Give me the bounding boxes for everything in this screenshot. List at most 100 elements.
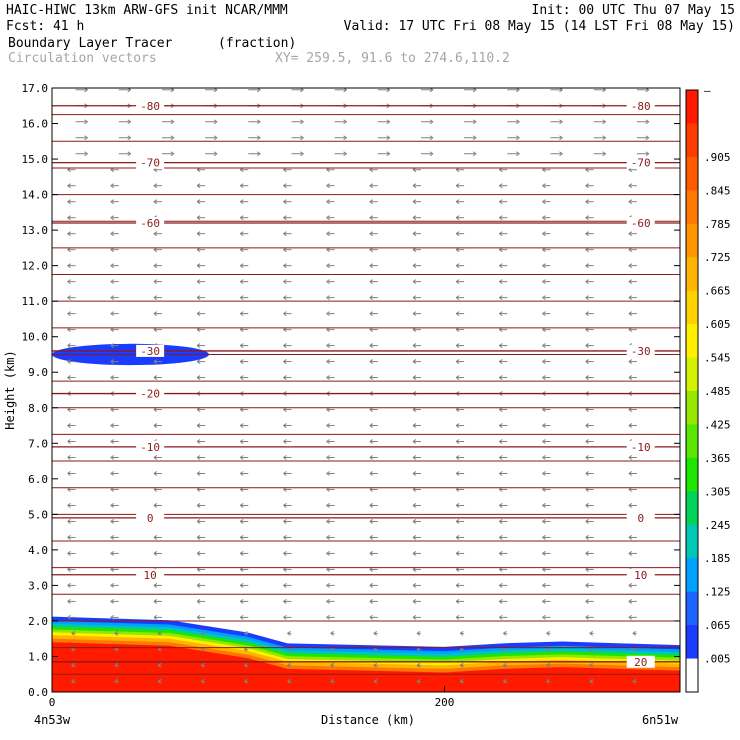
vector-head (153, 423, 158, 428)
vector-head (239, 503, 244, 508)
vector-head (499, 183, 503, 189)
vector-head (412, 423, 417, 428)
vector-head (645, 119, 650, 125)
vector-head (283, 215, 287, 221)
colorbar-label: .125 (704, 586, 731, 599)
vector-head (455, 471, 460, 476)
colorbar-swatch (686, 324, 698, 359)
vector-head (589, 662, 593, 668)
vector-head (559, 135, 563, 141)
vector-head (283, 471, 287, 476)
vector-head (628, 471, 633, 476)
vector-head (67, 423, 71, 428)
vector-head (196, 439, 201, 444)
vector-head (153, 263, 158, 269)
x-axis-title: Distance (km) (321, 713, 415, 727)
colorbar-label: .905 (704, 151, 731, 164)
axes: 0.0 1.0 2.0 3.0 4.0 5.0 6.0 7.0 8.0 9.0 10.0 11.0 12… (22, 82, 680, 709)
contour-label-bg (136, 440, 165, 453)
vector-head (499, 535, 503, 540)
vector-head (326, 614, 330, 620)
vector-head (369, 455, 374, 460)
vector-head (628, 598, 633, 604)
vector-head (412, 279, 417, 285)
vector-head (239, 199, 244, 205)
vector-head (213, 119, 218, 125)
colorbar-label: .185 (704, 552, 731, 565)
vector-head (326, 598, 330, 604)
vector-head (455, 263, 460, 269)
vector-head (239, 215, 244, 221)
vector-head (110, 582, 115, 588)
vector-head (283, 582, 287, 588)
vector-head (628, 423, 633, 428)
vector-head (499, 311, 503, 317)
vector-head (343, 119, 347, 125)
vector-head (589, 630, 593, 636)
vector-head (412, 295, 417, 301)
vector-head (153, 375, 158, 380)
vector-head (499, 582, 503, 588)
vector-head (412, 535, 417, 540)
vector-head (326, 279, 330, 285)
vector-head (455, 279, 460, 285)
contour-label: -60 (631, 217, 651, 230)
vector-head (542, 455, 546, 460)
vector-head (283, 343, 287, 349)
vector-head (114, 662, 119, 668)
vector-head (84, 151, 88, 157)
vector-head (110, 183, 115, 189)
vector-head (283, 231, 287, 237)
vector-head (412, 455, 417, 460)
vector-head (196, 343, 201, 349)
contour-label-bg (136, 568, 165, 581)
vector-head (196, 263, 201, 269)
vector-head (459, 678, 464, 684)
vector-head (455, 455, 460, 460)
vector-head (542, 471, 546, 476)
vector-head (585, 231, 589, 237)
vector-head (67, 551, 71, 556)
vector-head (153, 598, 158, 604)
contour-label: -70 (631, 157, 651, 170)
vector-head (585, 455, 589, 460)
vector-head (499, 231, 503, 237)
vector-head (455, 183, 460, 189)
vector-head (412, 551, 417, 556)
vector-head (213, 151, 218, 157)
vector-head (239, 423, 244, 428)
vector-head (369, 551, 374, 556)
contour-label: 0 (637, 512, 644, 525)
vector-head (369, 183, 374, 189)
vector-head (239, 551, 244, 556)
vector-head (157, 678, 162, 684)
vector-head (455, 614, 460, 620)
vector-head (585, 263, 589, 269)
tracer-band (52, 642, 680, 692)
vector-head (429, 119, 434, 125)
vector-head (343, 135, 347, 141)
vector-head (412, 199, 417, 205)
vector-head (628, 311, 633, 317)
vector-head (585, 519, 589, 524)
vector-head (67, 503, 71, 508)
vector-head (369, 279, 374, 285)
vector-head (127, 151, 132, 157)
vector-head (472, 119, 477, 125)
vector-head (110, 455, 115, 460)
vector-head (110, 359, 115, 364)
vector-head (628, 455, 633, 460)
vector-head (499, 614, 503, 620)
vector-head (200, 662, 205, 668)
vector-head (499, 359, 503, 364)
vector-head (326, 423, 330, 428)
vector-head (243, 630, 248, 636)
vector-head (110, 263, 115, 269)
vector-head (369, 423, 374, 428)
vector-head (67, 598, 71, 604)
vector-head (386, 119, 391, 125)
y-tick-label: 14.0 (22, 189, 49, 202)
vector-head (196, 423, 201, 428)
vector-head (585, 582, 589, 588)
vector-head (429, 151, 434, 157)
